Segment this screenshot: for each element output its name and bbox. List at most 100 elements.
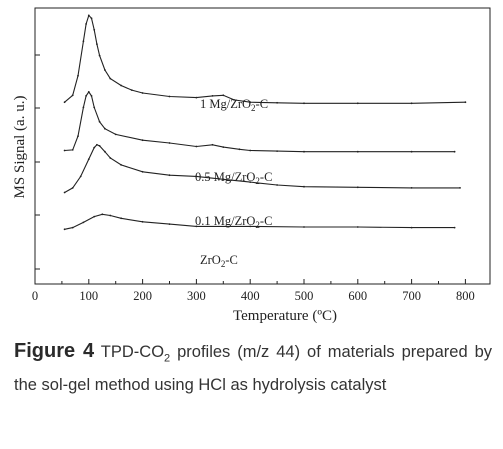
series-1-point-5: [87, 91, 90, 93]
series-2-point-9: [120, 164, 122, 166]
series-3-point-11: [303, 226, 305, 228]
x-tick-label-700: 700: [402, 289, 421, 303]
series-3-point-7: [141, 220, 144, 223]
series-1-point-22: [453, 150, 456, 153]
series-0-point-25: [464, 101, 467, 104]
series-0-point-18: [222, 94, 225, 97]
series-3-point-13: [410, 226, 413, 229]
y-axis-label: MS Signal (a. u.): [12, 96, 28, 199]
series-1-point-1: [71, 149, 74, 151]
series-0-point-23: [356, 102, 359, 105]
series-3-point-6: [120, 217, 122, 220]
series-1-point-2: [77, 135, 79, 138]
series-0-point-22: [303, 102, 305, 105]
series-2-point-14: [249, 181, 252, 184]
series-0-point-2: [77, 74, 79, 77]
series-0-point-0: [63, 101, 66, 104]
series-1-point-3: [82, 106, 85, 109]
series-label-3: ZrO2-C: [200, 253, 238, 269]
series-0-point-6: [90, 17, 93, 20]
series-1-point-10: [114, 133, 117, 136]
series-2-point-17: [356, 186, 359, 189]
series-1-point-19: [303, 150, 305, 153]
series-0-point-1: [71, 94, 74, 97]
series-0-point-11: [109, 77, 112, 80]
series-line-0: [64, 14, 466, 104]
series-0-point-17: [211, 95, 214, 97]
series-2-point-10: [141, 170, 144, 173]
series-0-point-12: [120, 84, 122, 87]
x-tick-label-300: 300: [187, 289, 206, 303]
tpd-co2-chart: 0 100 200 300 400 500 600 700 800 1 Mg/ZrO2-C 0.5…: [12, 7, 491, 324]
series-2-point-13: [222, 178, 225, 181]
series-labels: 1 Mg/ZrO2-C 0.5 Mg/ZrO2-C 0.1 Mg/ZrO2-C ZrO…: [195, 97, 272, 269]
series-1-point-13: [195, 145, 198, 148]
series-1-point-0: [63, 149, 66, 152]
series-0-point-3: [82, 40, 85, 43]
series-1-point-20: [356, 150, 359, 153]
series-1-point-15: [222, 146, 225, 149]
series-2-point-12: [195, 175, 198, 178]
series-1-point-21: [410, 150, 413, 153]
series-2-point-11: [168, 174, 171, 177]
x-tick-label-0: 0: [32, 289, 38, 303]
series-3-point-4: [101, 213, 104, 216]
series-group: [63, 14, 467, 231]
series-label-0: 1 Mg/ZrO2-C: [200, 97, 268, 113]
series-3-point-0: [63, 228, 66, 231]
series-line-2: [64, 144, 460, 193]
series-label-2: 0.1 Mg/ZrO2-C: [195, 214, 272, 230]
caption-text-end: profiles (m/z 44) of materials prepared …: [14, 343, 492, 395]
x-tick-label-800: 800: [456, 289, 475, 303]
series-0-point-15: [168, 95, 171, 98]
series-0-point-10: [104, 69, 106, 71]
figure-caption: Figure 4 TPD-CO2 profiles (m/z 44) of ma…: [14, 338, 492, 399]
series-0-point-21: [276, 101, 278, 104]
series-0-point-19: [233, 99, 236, 101]
series-1-point-4: [85, 95, 87, 97]
series-3-point-8: [168, 223, 171, 226]
x-tick-label-400: 400: [241, 289, 260, 303]
series-1-point-12: [168, 142, 171, 144]
series-2-point-0: [63, 191, 66, 194]
series-2-point-6: [98, 145, 101, 147]
series-0-point-8: [96, 43, 98, 45]
series-2-point-2: [79, 175, 82, 178]
series-3-point-3: [93, 215, 96, 218]
series-0-point-9: [98, 54, 101, 57]
series-3-point-14: [453, 226, 456, 229]
x-tick-label-600: 600: [348, 289, 367, 303]
series-2-point-1: [71, 187, 74, 189]
series-0-point-20: [249, 101, 252, 104]
x-tick-label-200: 200: [133, 289, 152, 303]
series-1-point-18: [276, 150, 278, 153]
series-1-point-14: [211, 143, 214, 146]
series-1-point-8: [98, 120, 101, 123]
series-label-1: 0.5 Mg/ZrO2-C: [195, 170, 272, 186]
series-0-point-7: [93, 28, 96, 31]
series-2-point-15: [276, 184, 278, 186]
plot-frame: [34, 7, 491, 285]
series-0-point-16: [195, 96, 198, 99]
series-1-point-17: [249, 149, 252, 152]
series-3-point-5: [109, 214, 112, 217]
x-tick-label-100: 100: [79, 289, 98, 303]
series-2-point-18: [410, 187, 413, 189]
x-axis-tick-labels: 0 100 200 300 400 500 600 700 800: [32, 289, 475, 303]
series-2-point-8: [109, 157, 112, 159]
x-axis-ticks: [34, 279, 466, 284]
x-tick-label-500: 500: [295, 289, 314, 303]
series-2-point-16: [303, 185, 305, 188]
series-1-point-9: [104, 127, 106, 130]
series-0-point-13: [130, 89, 133, 91]
series-0-point-14: [141, 92, 144, 94]
series-0-point-4: [85, 23, 87, 25]
series-2-point-7: [104, 150, 106, 153]
series-1-point-7: [93, 106, 96, 109]
series-0-point-5: [87, 14, 90, 17]
series-1-point-11: [141, 139, 144, 142]
series-3-point-12: [356, 226, 359, 228]
series-3-point-10: [249, 225, 252, 228]
caption-subscript: 2: [164, 352, 171, 365]
series-2-point-3: [87, 158, 90, 161]
